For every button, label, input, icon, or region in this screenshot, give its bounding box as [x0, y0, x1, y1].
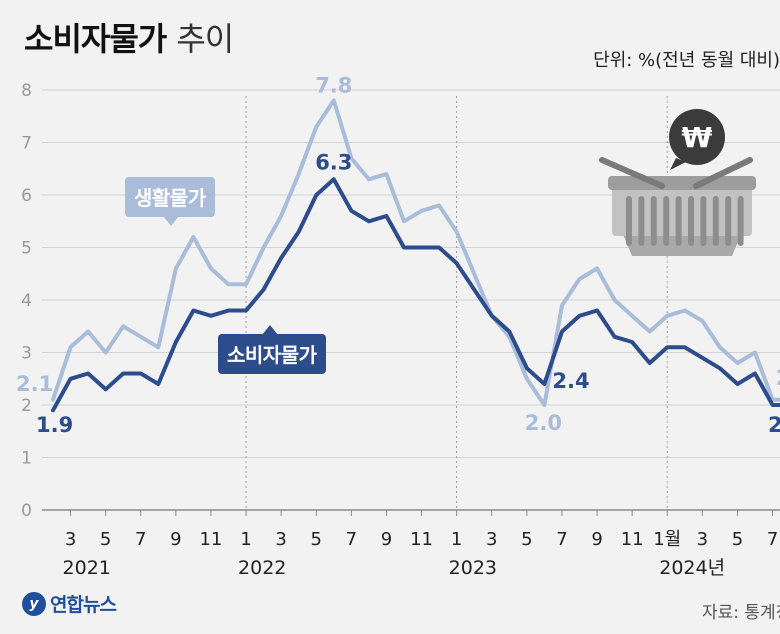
y-tick-label: 5	[21, 239, 32, 259]
y-tick-label: 0	[21, 501, 32, 521]
x-tick-label: 11	[621, 529, 644, 550]
x-tick-label: 1	[240, 529, 251, 550]
value-label: 2.0	[525, 411, 562, 435]
value-label: 1.9	[36, 413, 73, 437]
x-tick-label: 5	[100, 529, 111, 550]
yonhap-logo: y 연합뉴스	[22, 590, 117, 617]
x-tick-label: 3	[275, 529, 286, 550]
x-tick-label: 5	[311, 529, 322, 550]
logo-text: 연합뉴스	[50, 594, 117, 616]
year-label: 2022	[238, 557, 286, 579]
value-label: 7.8	[315, 74, 352, 98]
x-tick-label: 5	[732, 529, 743, 550]
year-label: 2021	[63, 557, 111, 579]
year-label: 2024년	[659, 557, 725, 579]
y-tick-label: 1	[21, 449, 32, 469]
x-tick-label: 11	[199, 529, 222, 550]
x-tick-label: 9	[591, 529, 602, 550]
value-label: 2.1	[776, 366, 780, 390]
value-label: 6.3	[315, 150, 352, 174]
shopping-basket-won-icon: ₩	[599, 109, 756, 256]
x-tick-label: 9	[381, 529, 392, 550]
x-tick-label: 7	[346, 529, 357, 550]
svg-text:₩: ₩	[682, 121, 713, 154]
title-main: 소비자물가	[24, 20, 167, 58]
y-tick-label: 2	[21, 396, 32, 416]
x-tick-label: 1	[451, 529, 462, 550]
y-tick-label: 8	[21, 81, 32, 101]
x-tick-label: 1월	[653, 529, 681, 550]
series-line-cpi	[51, 177, 780, 413]
x-tick-label: 3	[486, 529, 497, 550]
x-tick-label: 3	[697, 529, 708, 550]
x-tick-label: 7	[135, 529, 146, 550]
y-tick-label: 7	[21, 134, 32, 154]
x-tick-label: 3	[65, 529, 76, 550]
x-tick-label: 7	[767, 529, 778, 550]
legend-living-label: 생활물가	[125, 177, 215, 226]
title-sub: 추이	[176, 20, 234, 58]
y-tick-label: 3	[21, 344, 32, 364]
value-label: 2.4	[552, 369, 589, 393]
chart-title: 소비자물가 추이	[24, 14, 234, 60]
series-line-living	[51, 98, 780, 407]
year-label: 2023	[449, 557, 497, 579]
y-tick-label: 4	[21, 291, 32, 311]
x-tick-label: 11	[410, 529, 433, 550]
x-tick-label: 9	[170, 529, 181, 550]
x-tick-label: 7	[556, 529, 567, 550]
y-tick-label: 6	[21, 186, 32, 206]
source-label: 자료: 통계청	[702, 603, 780, 623]
value-label: 2.1	[16, 372, 53, 396]
logo-mark-icon: y	[22, 591, 46, 616]
x-tick-label: 5	[521, 529, 532, 550]
legend-cpi-label: 소비자물가	[218, 325, 326, 374]
unit-label: 단위: %(전년 동월 대비)	[593, 50, 780, 71]
value-label: 2.0	[768, 413, 780, 437]
